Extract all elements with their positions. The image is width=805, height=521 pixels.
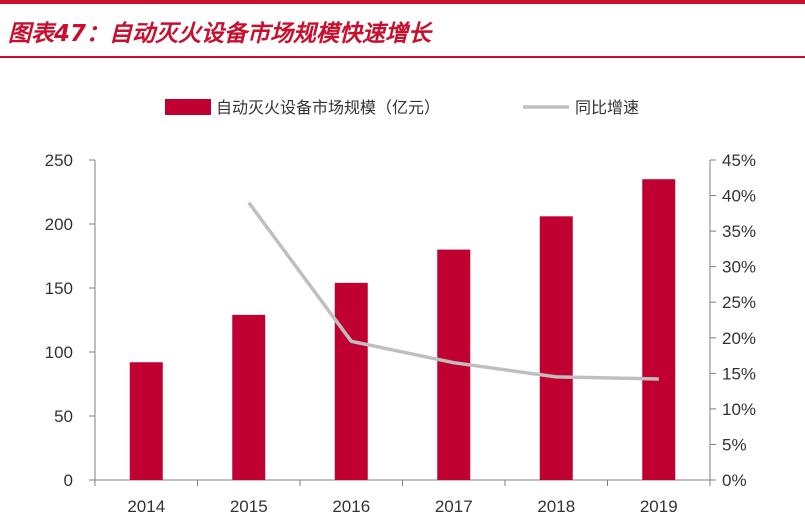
y-left-tick-label: 250 — [45, 151, 73, 170]
y-left-tick-label: 50 — [54, 407, 73, 426]
x-tick-label: 2014 — [127, 497, 165, 516]
figure-title: 图表47：自动灭火设备市场规模快速增长 — [8, 21, 432, 47]
y-right-tick-label: 40% — [722, 187, 756, 206]
y-right-tick-label: 25% — [722, 293, 756, 312]
y-left-tick-label: 100 — [45, 343, 73, 362]
bar — [232, 314, 266, 480]
y-left-tick-label: 0 — [64, 471, 73, 490]
bar — [642, 179, 676, 480]
y-right-tick-label: 10% — [722, 400, 756, 419]
x-tick-label: 2016 — [332, 497, 370, 516]
legend-label-line: 同比增速 — [575, 98, 639, 117]
top-rule — [0, 0, 805, 4]
y-right-tick-label: 15% — [722, 364, 756, 383]
legend-label-bar: 自动灭火设备市场规模（亿元） — [216, 98, 440, 117]
bar — [334, 282, 368, 480]
y-right-tick-label: 30% — [722, 258, 756, 277]
y-left-tick-label: 150 — [45, 279, 73, 298]
growth-line — [247, 201, 659, 381]
title-rule — [0, 56, 805, 58]
x-tick-label: 2018 — [537, 497, 575, 516]
y-right-tick-label: 35% — [722, 222, 756, 241]
y-right-tick-label: 20% — [722, 329, 756, 348]
x-tick-label: 2019 — [640, 497, 678, 516]
legend-swatch-bar — [165, 99, 211, 115]
y-right-tick-label: 5% — [722, 435, 747, 454]
x-tick-label: 2017 — [435, 497, 473, 516]
bar — [129, 362, 163, 480]
y-right-tick-label: 45% — [722, 151, 756, 170]
y-right-tick-label: 0% — [722, 471, 747, 490]
y-left-tick-label: 200 — [45, 215, 73, 234]
x-tick-label: 2015 — [230, 497, 268, 516]
bar — [539, 216, 573, 480]
